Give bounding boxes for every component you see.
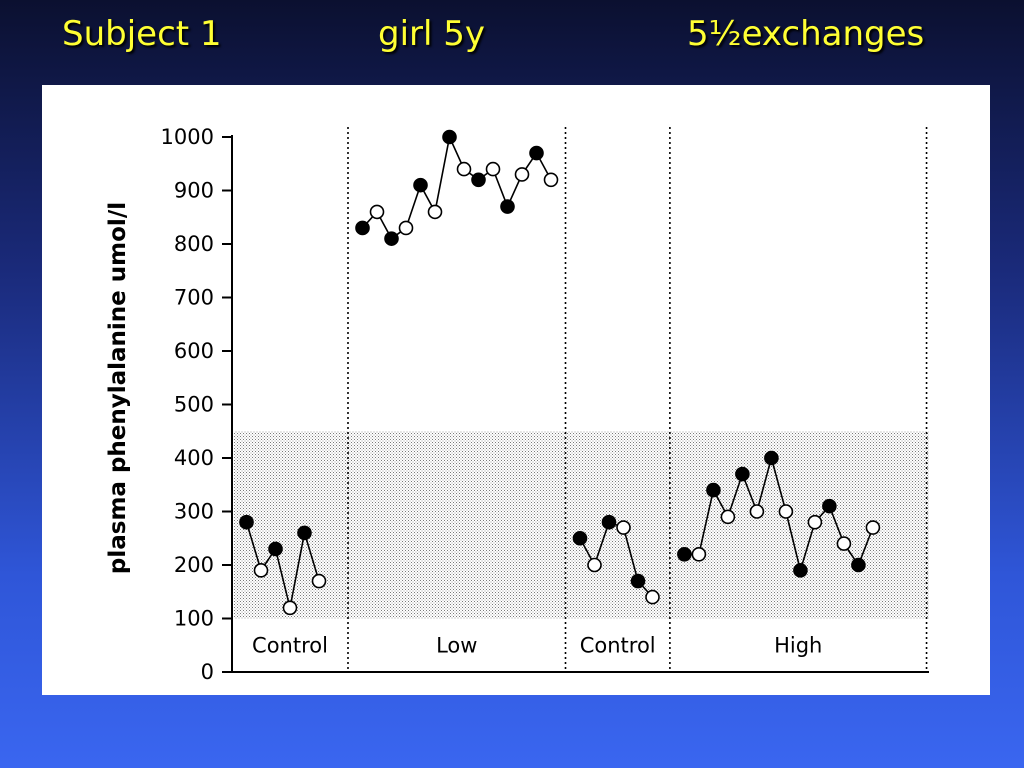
data-point-open — [587, 557, 602, 573]
data-point-open — [778, 504, 794, 519]
data-point-filled — [572, 530, 588, 546]
data-point-open — [427, 204, 443, 220]
title-exchanges: 5½exchanges — [687, 14, 925, 54]
data-point-filled — [529, 145, 544, 161]
data-point-open — [691, 546, 707, 562]
data-point-open — [398, 220, 414, 236]
data-point-open — [369, 204, 385, 220]
data-point-filled — [442, 129, 457, 145]
y-tick-label: 900 — [174, 179, 214, 203]
data-point-filled — [239, 514, 254, 530]
data-point-filled — [297, 525, 312, 541]
phase-label-0: Control — [252, 634, 328, 658]
data-point-filled — [471, 172, 486, 188]
y-tick-label: 300 — [174, 500, 214, 524]
target-range-band — [234, 431, 929, 619]
data-point-open — [514, 167, 530, 182]
data-point-filled — [630, 573, 646, 589]
data-point-open — [543, 172, 559, 188]
phase-label-3: High — [774, 634, 822, 658]
data-point-filled — [355, 220, 370, 236]
y-tick-label: 100 — [174, 607, 214, 631]
data-point-filled — [384, 231, 399, 246]
y-tick-label: 1000 — [161, 125, 214, 149]
data-point-filled — [413, 177, 428, 193]
phase-series-line-1 — [361, 134, 552, 240]
data-point-open — [485, 161, 501, 177]
slide-title: Subject 1 girl 5y 5½exchanges — [0, 14, 1024, 66]
data-point-open — [720, 509, 736, 525]
phase-label-2: Control — [580, 634, 656, 658]
data-point-filled — [500, 199, 515, 214]
data-point-filled — [601, 514, 617, 530]
title-patient: girl 5y — [378, 14, 486, 54]
y-tick-label: 600 — [174, 339, 214, 363]
phase-series-line-0 — [245, 521, 320, 608]
y-tick-label: 0 — [201, 660, 214, 684]
data-point-filled — [764, 450, 779, 466]
data-point-open — [807, 514, 823, 530]
data-point-filled — [677, 546, 692, 562]
data-point-open — [645, 589, 660, 605]
y-tick-label: 500 — [174, 393, 214, 417]
data-point-open — [282, 600, 298, 616]
y-tick-label: 700 — [174, 286, 214, 310]
data-point-open — [749, 504, 765, 519]
data-point-filled — [851, 557, 866, 573]
data-point-filled — [268, 541, 283, 557]
y-axis-label: plasma phenylalanine umol/l — [105, 202, 131, 574]
chart-panel: plasma phenylalanine umol/l 0 100 200 300 40… — [42, 85, 990, 695]
phase-label-1: Low — [436, 634, 477, 658]
data-point-filled — [822, 498, 837, 514]
data-point-open — [616, 520, 631, 535]
data-point-open — [836, 536, 852, 551]
data-point-filled — [735, 466, 750, 482]
data-point-open — [311, 573, 327, 589]
data-point-open — [253, 563, 269, 578]
y-tick-label: 400 — [174, 446, 214, 470]
y-tick-label: 200 — [174, 553, 214, 577]
data-point-filled — [706, 482, 721, 498]
data-point-filled — [793, 563, 808, 578]
phenylalanine-chart: plasma phenylalanine umol/l 0 100 200 300 40… — [105, 125, 929, 684]
data-point-open — [865, 520, 881, 535]
y-tick-label: 800 — [174, 232, 214, 256]
title-subject: Subject 1 — [62, 14, 222, 54]
data-point-open — [456, 161, 472, 177]
